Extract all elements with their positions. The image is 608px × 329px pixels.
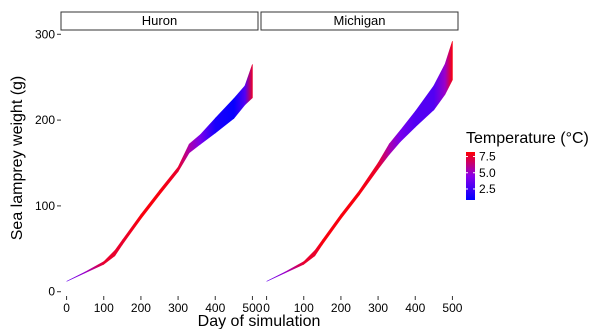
- x-tick-label: 0: [263, 301, 270, 315]
- band-segment: [340, 189, 360, 220]
- band-segment: [244, 64, 253, 106]
- band-segment: [233, 84, 246, 120]
- x-tick-label: 400: [405, 301, 425, 315]
- y-tick-label: 300: [35, 27, 55, 41]
- x-tick-label: 200: [331, 301, 351, 315]
- band-segment: [303, 249, 316, 265]
- facet-strip-label: Huron: [142, 13, 177, 28]
- legend-tick-label: 2.5: [479, 182, 496, 196]
- x-axis-michigan: 0 100 200 300 400 500: [263, 296, 463, 315]
- band-segment: [188, 134, 201, 154]
- band-segment: [103, 249, 116, 265]
- x-tick-label: 100: [294, 301, 314, 315]
- band-segment: [214, 97, 235, 134]
- legend-colorbar: [466, 152, 475, 200]
- facet-panel-michigan: [266, 41, 453, 282]
- band-segment: [177, 143, 190, 173]
- legend-tick-label: 5.0: [479, 166, 496, 180]
- band-segment: [200, 117, 216, 145]
- y-tick-label: 200: [35, 113, 55, 127]
- legend: Temperature (°C) 7.5 5.0 2.5: [466, 130, 589, 200]
- x-tick-label: 100: [94, 301, 114, 315]
- facet-strip-michigan: Michigan: [260, 11, 459, 31]
- y-tick-label: 0: [48, 285, 55, 299]
- band-segment: [66, 271, 86, 282]
- band-segment: [314, 239, 323, 257]
- band-segment: [400, 110, 416, 143]
- band-segment: [388, 129, 401, 156]
- band-segment: [377, 143, 390, 170]
- y-axis-label: Sea lamprey weight (g): [9, 76, 26, 241]
- x-tick-label: 300: [368, 301, 388, 315]
- band-segment: [84, 261, 105, 274]
- band-segment: [359, 162, 379, 196]
- band-segment: [414, 84, 435, 128]
- facet-strip-huron: Huron: [60, 11, 259, 31]
- band-segment: [140, 189, 160, 220]
- band-segment: [284, 261, 305, 274]
- band-segment: [114, 239, 123, 257]
- band-segment: [266, 271, 286, 282]
- legend-tick-label: 7.5: [479, 150, 496, 164]
- x-tick-label: 300: [168, 301, 188, 315]
- x-axis-huron: 0 100 200 300 400 500: [63, 296, 263, 315]
- x-tick-label: 200: [131, 301, 151, 315]
- x-tick-label: 0: [63, 301, 70, 315]
- legend-title: Temperature (°C): [466, 130, 589, 147]
- facet-panel-huron: [66, 64, 253, 282]
- x-tick-label: 400: [205, 301, 225, 315]
- band-segment: [433, 64, 446, 111]
- x-tick-label: 500: [442, 301, 462, 315]
- x-tick-label: 500: [242, 301, 262, 315]
- band-segment: [322, 213, 342, 246]
- band-segment: [159, 166, 179, 196]
- y-tick-label: 100: [35, 199, 55, 213]
- y-axis: 0 100 200 300: [35, 27, 61, 299]
- x-axis-label: Day of simulation: [198, 313, 321, 329]
- band-segment: [122, 213, 142, 246]
- band-segment: [444, 41, 453, 95]
- facet-strip-label: Michigan: [333, 13, 385, 28]
